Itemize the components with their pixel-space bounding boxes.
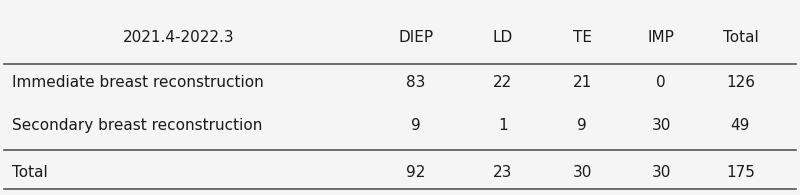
Text: 92: 92 [406,165,426,180]
Text: DIEP: DIEP [398,30,434,45]
Text: IMP: IMP [648,30,674,45]
Text: 30: 30 [572,165,592,180]
Text: 30: 30 [651,165,671,180]
Text: 126: 126 [726,75,755,90]
Text: TE: TE [573,30,591,45]
Text: 0: 0 [657,75,666,90]
Text: 30: 30 [651,118,671,133]
Text: 22: 22 [494,75,513,90]
Text: 2021.4-2022.3: 2021.4-2022.3 [122,30,234,45]
Text: LD: LD [493,30,513,45]
Text: 49: 49 [730,118,750,133]
Text: 175: 175 [726,165,755,180]
Text: 23: 23 [494,165,513,180]
Text: Secondary breast reconstruction: Secondary breast reconstruction [12,118,262,133]
Text: Total: Total [12,165,48,180]
Text: 9: 9 [578,118,587,133]
Text: 1: 1 [498,118,508,133]
Text: Immediate breast reconstruction: Immediate breast reconstruction [12,75,264,90]
Text: 83: 83 [406,75,426,90]
Text: Total: Total [722,30,758,45]
Text: 9: 9 [411,118,421,133]
Text: 21: 21 [573,75,592,90]
